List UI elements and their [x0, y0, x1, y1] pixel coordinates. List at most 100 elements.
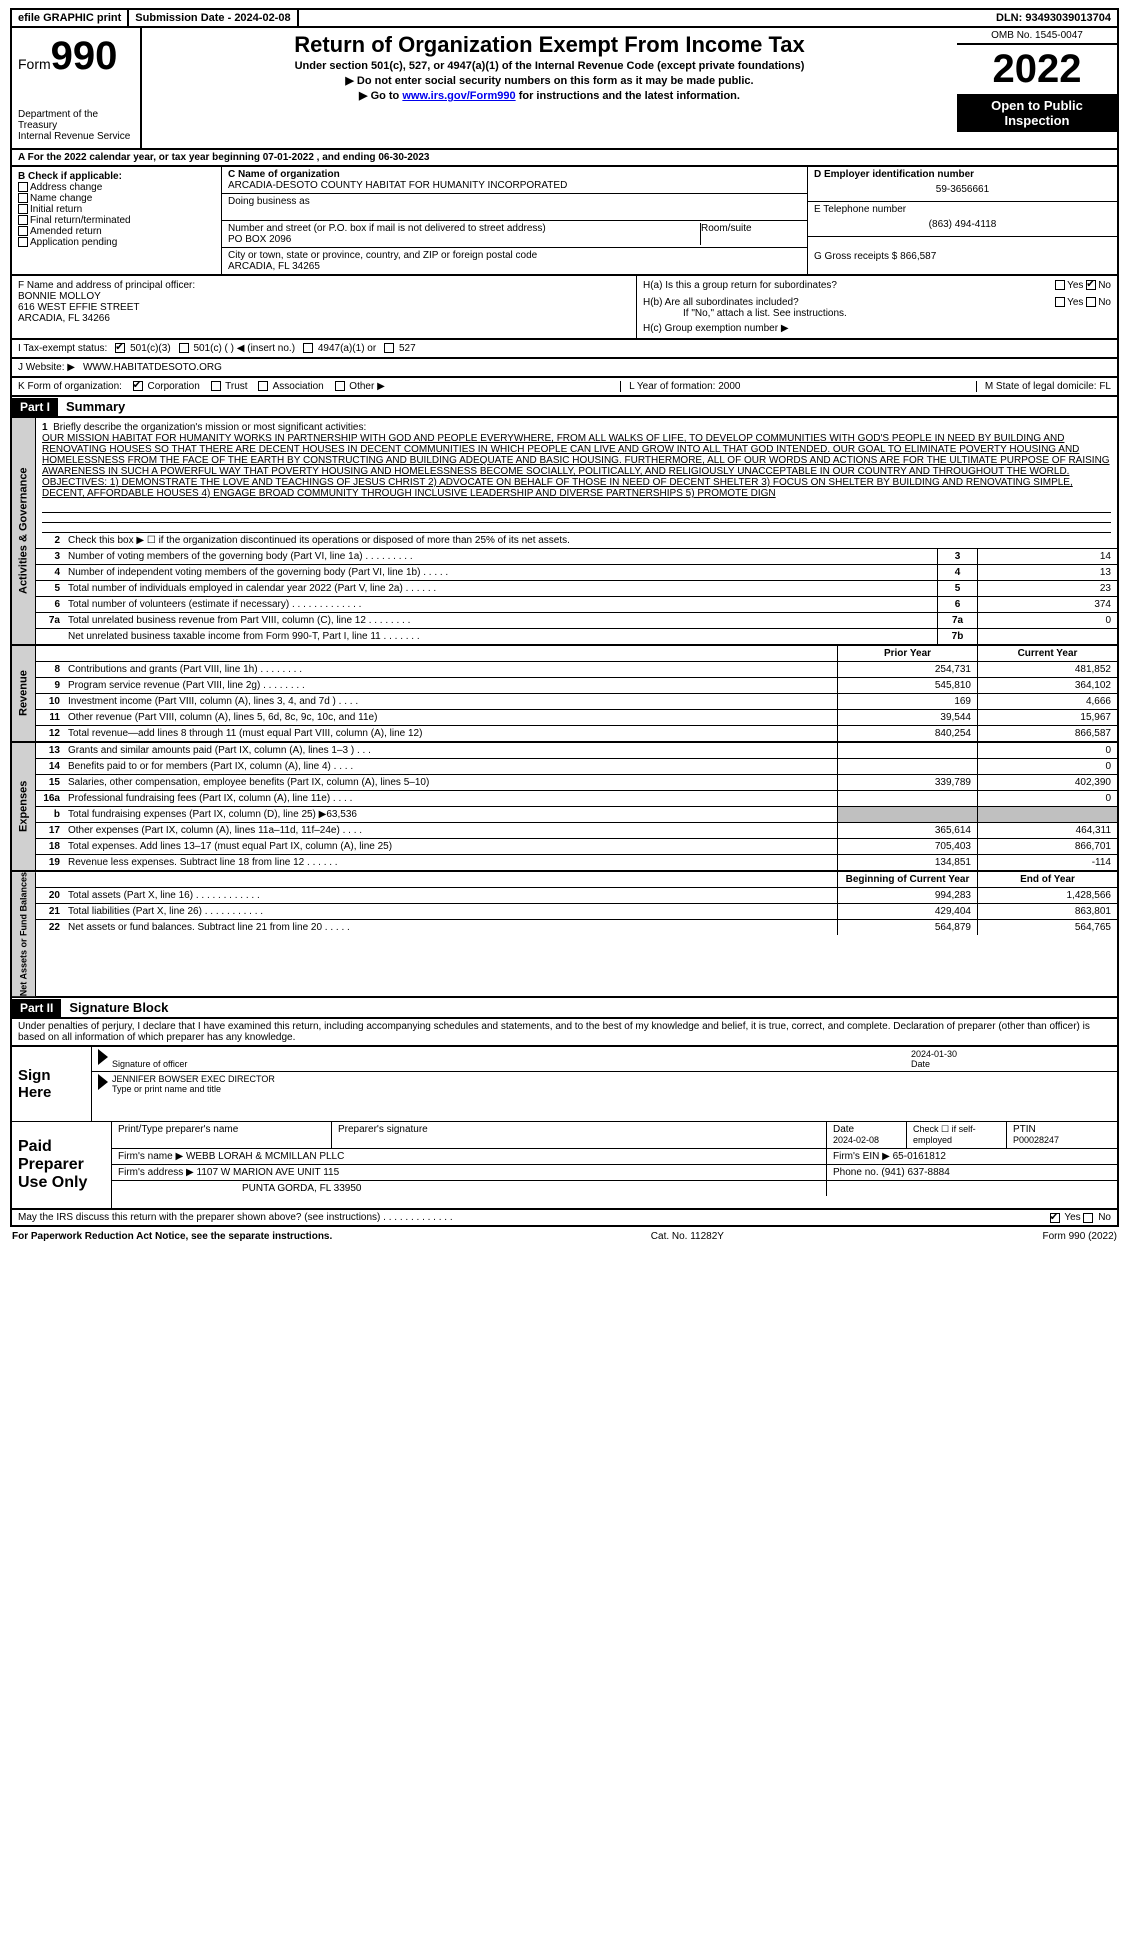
- form-subtitle-1: Under section 501(c), 527, or 4947(a)(1)…: [146, 60, 953, 72]
- date-label: Date: [911, 1059, 930, 1069]
- open-inspection: Open to Public Inspection: [957, 94, 1117, 132]
- other-checkbox[interactable]: [335, 381, 345, 391]
- m-label: M State of legal domicile:: [985, 381, 1097, 392]
- omb-number: OMB No. 1545-0047: [957, 28, 1117, 45]
- c-name-label: C Name of organization: [228, 169, 340, 180]
- room-label: Room/suite: [701, 223, 752, 234]
- irs-label: Internal Revenue Service: [18, 131, 134, 142]
- 501c-checkbox[interactable]: [179, 343, 189, 353]
- col-b-checkboxes: B Check if applicable: Address change Na…: [12, 167, 222, 274]
- tax-year: 2022: [957, 45, 1117, 94]
- k-label: K Form of organization:: [18, 381, 122, 392]
- trust-checkbox[interactable]: [211, 381, 221, 391]
- phone-value: (863) 494-4118: [814, 215, 1111, 234]
- firm-phone: (941) 637-8884: [881, 1167, 949, 1178]
- firm-name-label: Firm's name ▶: [118, 1151, 183, 1162]
- end-year-hdr: End of Year: [977, 872, 1117, 887]
- sig-officer-label: Signature of officer: [112, 1059, 187, 1069]
- gross-receipts: 866,587: [900, 251, 936, 262]
- 4947-checkbox[interactable]: [303, 343, 313, 353]
- hb-yes-checkbox[interactable]: [1055, 297, 1065, 307]
- website-value: WWW.HABITATDESOTO.ORG: [83, 362, 222, 373]
- application-pending-checkbox[interactable]: [18, 237, 28, 247]
- firm-addr-label: Firm's address ▶: [118, 1167, 194, 1178]
- i-label: I Tax-exempt status:: [18, 343, 107, 354]
- ptin-value: P00028247: [1013, 1135, 1059, 1145]
- hb-label: H(b) Are all subordinates included?: [643, 297, 799, 308]
- corporation-checkbox[interactable]: [133, 381, 143, 391]
- 527-checkbox[interactable]: [384, 343, 394, 353]
- amended-return-checkbox[interactable]: [18, 226, 28, 236]
- dba-label: Doing business as: [228, 196, 310, 207]
- prior-year-hdr: Prior Year: [837, 646, 977, 661]
- sig-date: 2024-01-30: [911, 1049, 957, 1059]
- form-title: Return of Organization Exempt From Incom…: [146, 32, 953, 58]
- form-number: 990: [51, 34, 118, 78]
- address-change-checkbox[interactable]: [18, 182, 28, 192]
- 501c3-checkbox[interactable]: [115, 343, 125, 353]
- arrow-icon: [98, 1074, 108, 1090]
- part1-title: Summary: [58, 397, 133, 416]
- arrow-icon: [98, 1049, 108, 1065]
- e-phone-label: E Telephone number: [814, 204, 906, 215]
- row-a-tax-year: A For the 2022 calendar year, or tax yea…: [10, 150, 1119, 167]
- name-change-checkbox[interactable]: [18, 193, 28, 203]
- state-domicile: FL: [1099, 381, 1111, 392]
- paperwork-notice: For Paperwork Reduction Act Notice, see …: [12, 1231, 332, 1242]
- goto-post: for instructions and the latest informat…: [516, 90, 740, 102]
- dln: DLN: 93493039013704: [990, 10, 1117, 26]
- firm-ein-label: Firm's EIN ▶: [833, 1151, 890, 1162]
- firm-name: WEBB LORAH & MCMILLAN PLLC: [186, 1151, 344, 1162]
- cat-number: Cat. No. 11282Y: [651, 1231, 724, 1242]
- beg-year-hdr: Beginning of Current Year: [837, 872, 977, 887]
- preparer-sig-hdr: Preparer's signature: [332, 1122, 827, 1148]
- discuss-no-checkbox[interactable]: [1083, 1213, 1093, 1223]
- vtab-activities: Activities & Governance: [12, 418, 36, 644]
- prep-date-label: Date: [833, 1124, 854, 1135]
- firm-phone-label: Phone no.: [833, 1167, 879, 1178]
- hb-note: If "No," attach a list. See instructions…: [683, 308, 1111, 319]
- initial-return-checkbox[interactable]: [18, 204, 28, 214]
- current-year-hdr: Current Year: [977, 646, 1117, 661]
- addr-label: Number and street (or P.O. box if mail i…: [228, 223, 546, 234]
- part2-number: Part II: [12, 999, 61, 1017]
- form-subtitle-2: ▶ Do not enter social security numbers o…: [146, 74, 953, 87]
- ha-yes-checkbox[interactable]: [1055, 280, 1065, 290]
- goto-pre: ▶ Go to: [359, 90, 402, 102]
- paid-preparer-label: Paid Preparer Use Only: [12, 1122, 112, 1208]
- hc-label: H(c) Group exemption number ▶: [643, 323, 789, 334]
- association-checkbox[interactable]: [258, 381, 268, 391]
- city-label: City or town, state or province, country…: [228, 250, 537, 261]
- f-officer-label: F Name and address of principal officer:: [18, 280, 195, 291]
- form-footer: Form 990 (2022): [1043, 1231, 1117, 1242]
- efile-label: efile GRAPHIC print: [12, 10, 129, 26]
- penalty-statement: Under penalties of perjury, I declare th…: [10, 1019, 1119, 1047]
- officer-addr1: 616 WEST EFFIE STREET: [18, 302, 140, 313]
- org-name: ARCADIA-DESOTO COUNTY HABITAT FOR HUMANI…: [228, 180, 567, 191]
- l-label: L Year of formation:: [629, 381, 715, 392]
- name-title-label: Type or print name and title: [112, 1084, 221, 1094]
- firm-addr: 1107 W MARION AVE UNIT 115: [197, 1167, 340, 1178]
- firm-addr2: PUNTA GORDA, FL 33950: [112, 1181, 827, 1196]
- street-address: PO BOX 2096: [228, 234, 291, 245]
- officer-name: BONNIE MOLLOY: [18, 291, 101, 302]
- top-bar: efile GRAPHIC print Submission Date - 20…: [10, 8, 1119, 28]
- discuss-yes-checkbox[interactable]: [1050, 1213, 1060, 1223]
- form-prefix: Form: [18, 56, 51, 72]
- ptin-label: PTIN: [1013, 1124, 1036, 1135]
- discuss-question: May the IRS discuss this return with the…: [18, 1212, 453, 1223]
- part1-number: Part I: [12, 398, 58, 416]
- form-header: Form990 Department of the Treasury Inter…: [10, 28, 1119, 150]
- part2-title: Signature Block: [61, 998, 176, 1017]
- city-state-zip: ARCADIA, FL 34265: [228, 261, 320, 272]
- final-return-checkbox[interactable]: [18, 215, 28, 225]
- vtab-expenses: Expenses: [12, 743, 36, 870]
- line1-label: Briefly describe the organization's miss…: [53, 422, 366, 433]
- ha-no-checkbox[interactable]: [1086, 280, 1096, 290]
- j-label: J Website: ▶: [18, 362, 75, 373]
- officer-addr2: ARCADIA, FL 34266: [18, 313, 110, 324]
- form990-link[interactable]: www.irs.gov/Form990: [402, 90, 515, 102]
- preparer-name-hdr: Print/Type preparer's name: [112, 1122, 332, 1148]
- hb-no-checkbox[interactable]: [1086, 297, 1096, 307]
- mission-text: OUR MISSION HABITAT FOR HUMANITY WORKS I…: [42, 433, 1110, 499]
